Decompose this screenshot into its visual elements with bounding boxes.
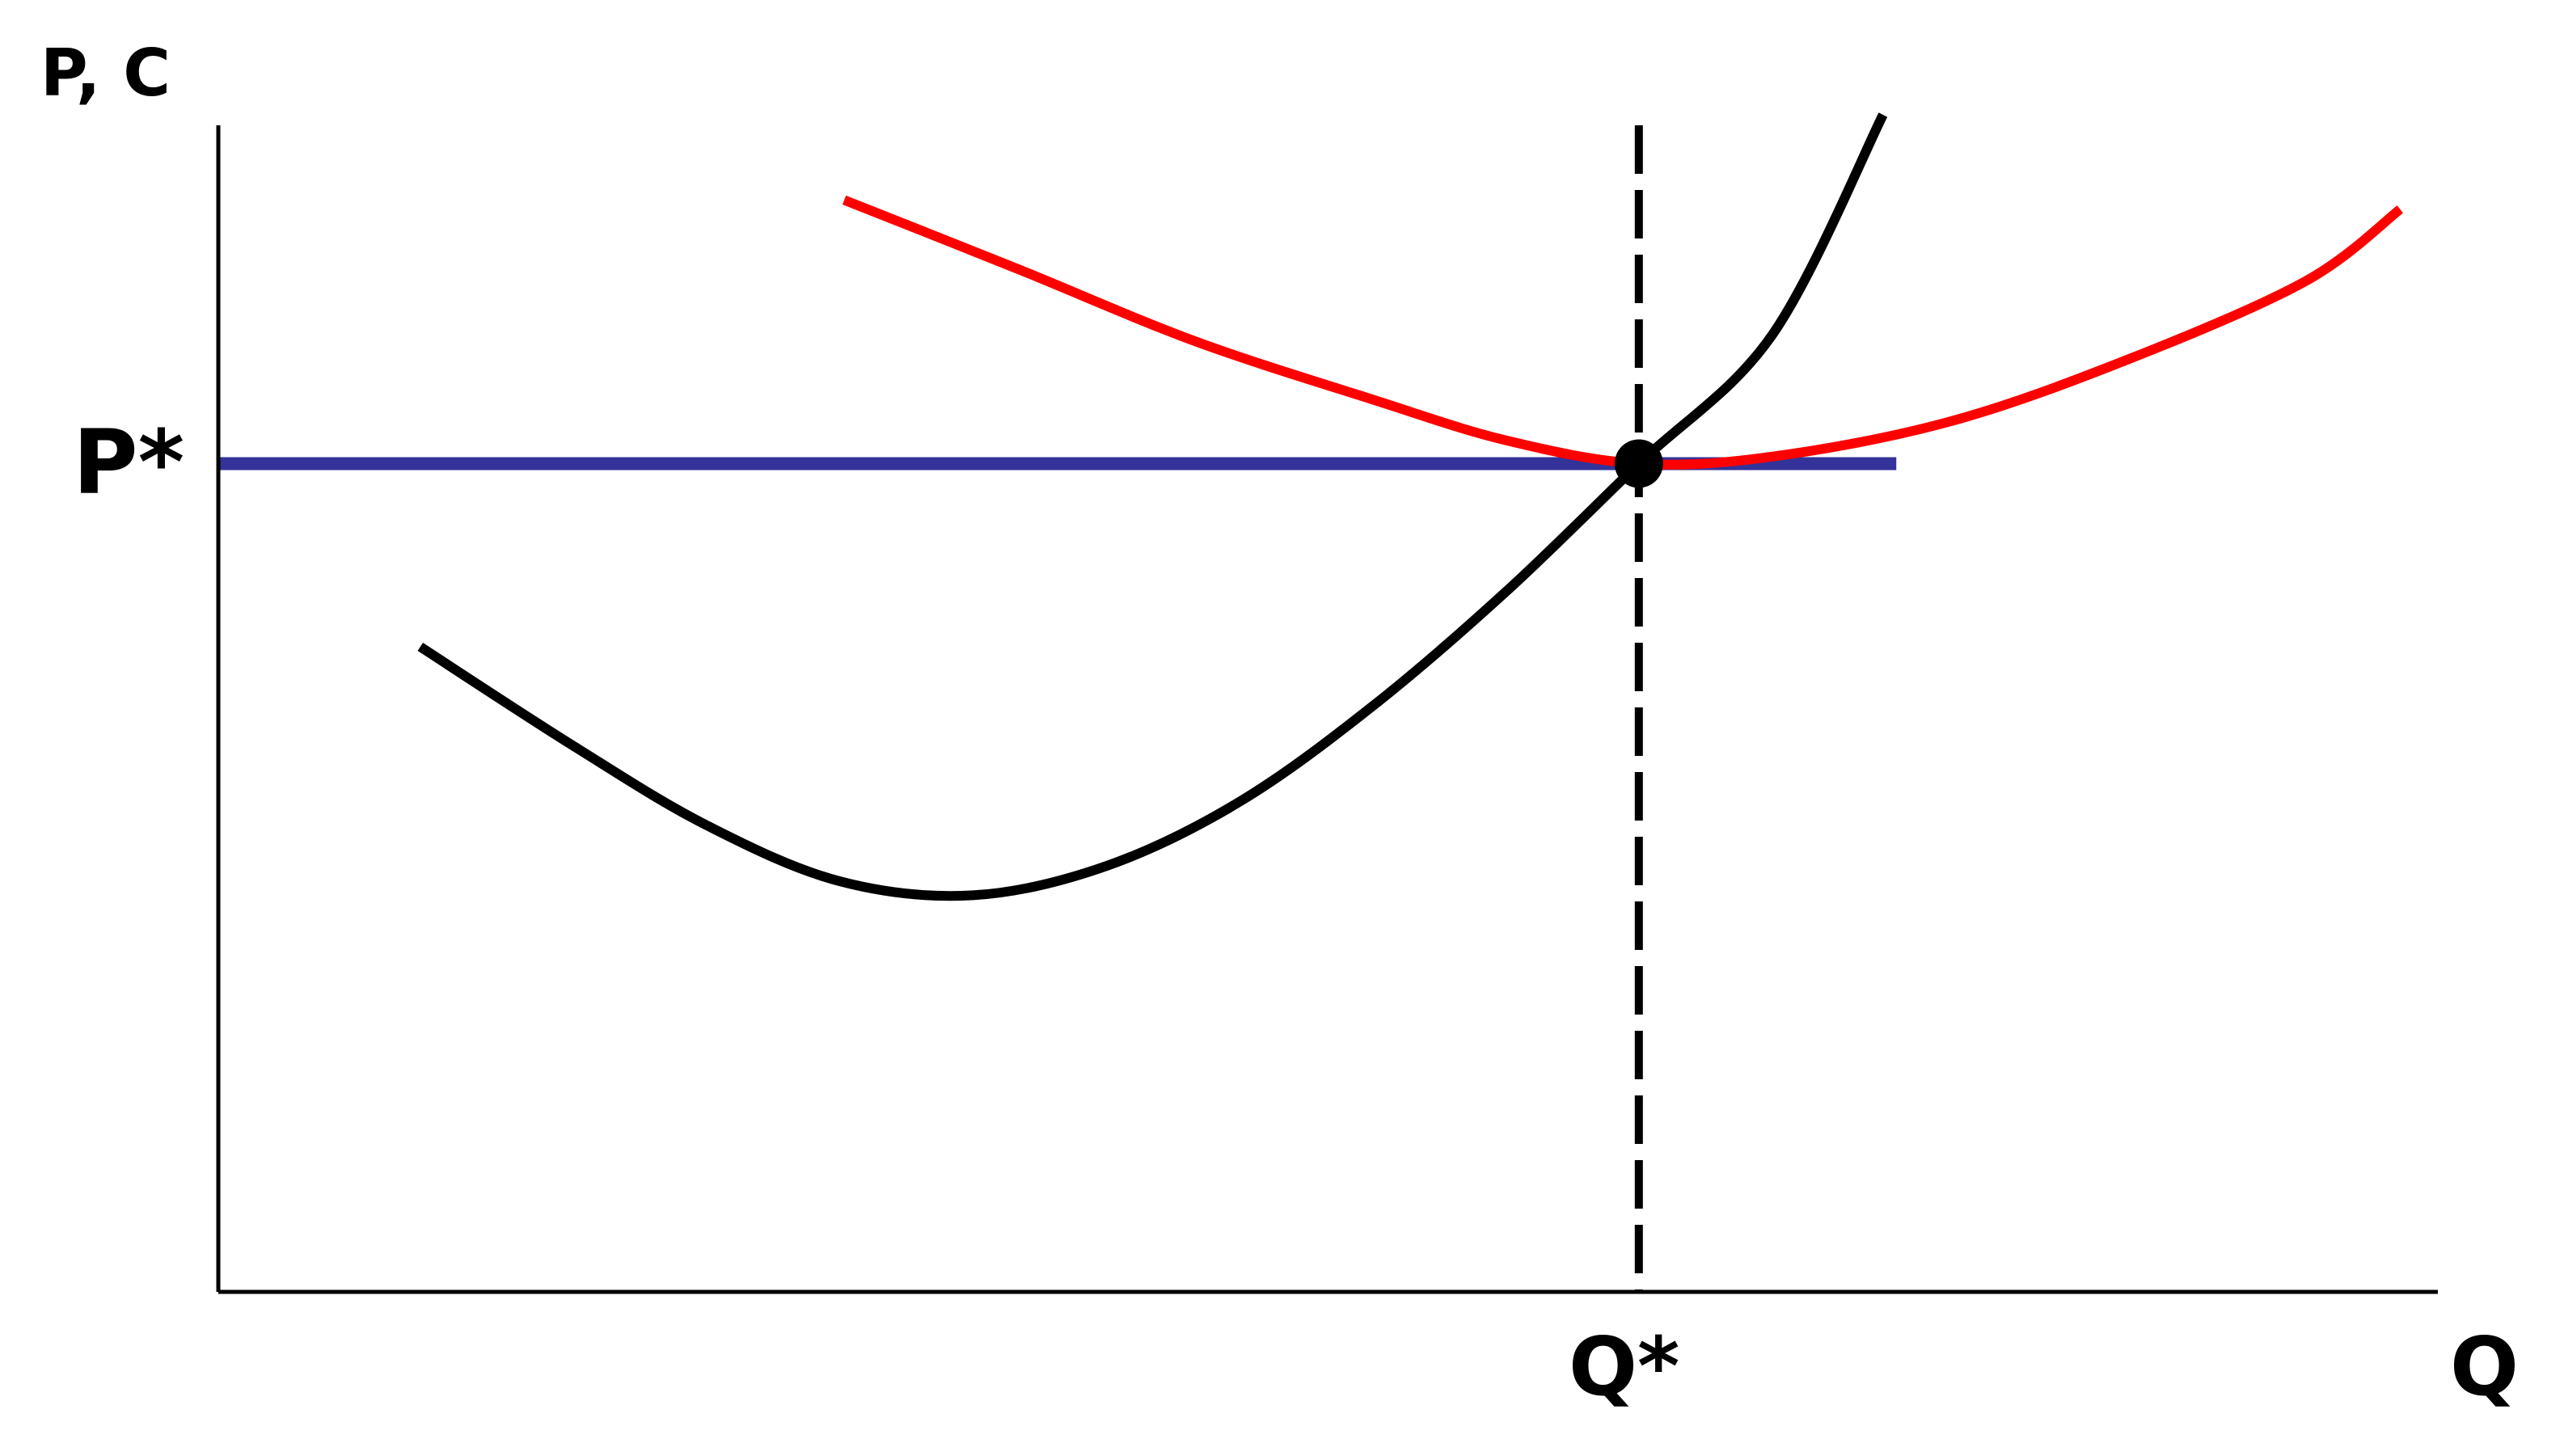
x-axis-label: Q bbox=[2450, 1319, 2519, 1414]
p-star-label: P* bbox=[73, 411, 184, 514]
q-star-label: Q* bbox=[1569, 1319, 1679, 1414]
equilibrium-point bbox=[1614, 439, 1663, 488]
black-curve bbox=[417, 112, 1888, 901]
y-axis-label: P, C bbox=[40, 36, 171, 111]
red-curve bbox=[842, 195, 2403, 470]
series-layer bbox=[218, 112, 2403, 901]
